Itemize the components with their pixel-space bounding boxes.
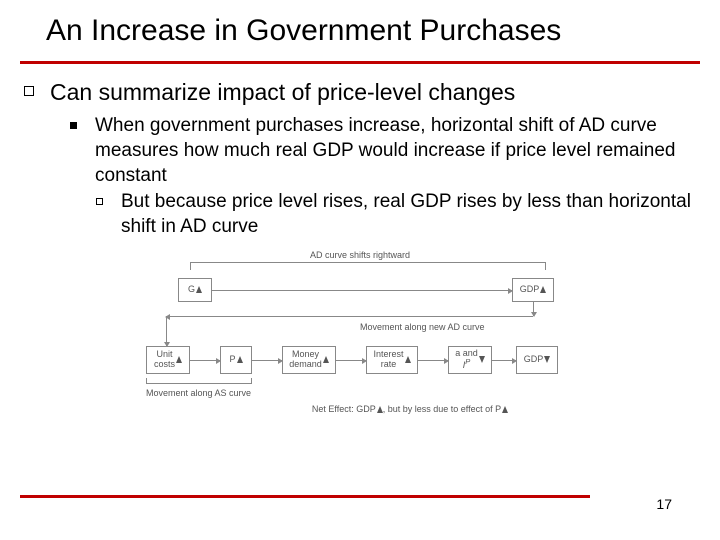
filled-square-icon (70, 122, 77, 129)
box-gdp: GDP (512, 278, 554, 302)
content-area: Can summarize impact of price-level chan… (0, 64, 720, 420)
arr-2 (252, 360, 282, 361)
brace-bottom-left (146, 378, 252, 384)
page-number: 17 (656, 496, 672, 512)
box-g-label: G (188, 285, 195, 294)
up-arrow-icon (176, 356, 182, 363)
box-unit-costs: Unitcosts (146, 346, 190, 374)
up-arrow-icon (502, 406, 508, 413)
bullet-l3-text: But because price level rises, real GDP … (121, 190, 696, 239)
brace-top (190, 262, 546, 270)
box-gdp-label: GDP (520, 285, 540, 294)
box-money-demand: Moneydemand (282, 346, 336, 374)
box-a-ip: a andIP (448, 346, 492, 374)
hollow-square-small-icon (96, 198, 103, 205)
up-arrow-icon (405, 356, 411, 363)
bullet-l1-text: Can summarize impact of price-level chan… (50, 78, 515, 107)
bullet-level-2: When government purchases increase, hori… (70, 114, 696, 188)
rate-l2: rate (381, 359, 397, 369)
net-prefix: Net Effect: GDP (312, 404, 376, 414)
arr-3 (336, 360, 366, 361)
diagram-mid-label: Movement along new AD curve (360, 322, 485, 332)
down-arrow-icon (544, 356, 550, 363)
box-gdp2-label: GDP (524, 355, 544, 364)
bullet-level-1: Can summarize impact of price-level chan… (24, 78, 696, 107)
footer-rule (20, 495, 590, 498)
diagram-bottom-left-label: Movement along AS curve (146, 388, 251, 398)
flow-diagram: AD curve shifts rightward G GDP Movement… (140, 250, 580, 420)
hollow-square-icon (24, 86, 34, 96)
up-arrow-icon (540, 286, 546, 293)
bullet-l2-text: When government purchases increase, hori… (95, 114, 696, 188)
up-arrow-icon (196, 286, 202, 293)
arr-4 (418, 360, 448, 361)
box-p-label: P (229, 355, 235, 364)
box-p: P (220, 346, 252, 374)
feedback-down-2 (166, 316, 167, 346)
arr-1 (190, 360, 220, 361)
down-arrow-icon (479, 356, 485, 363)
net-effect-label: Net Effect: GDP , but by less due to effe… (250, 404, 570, 414)
unit-l2: costs (154, 359, 175, 369)
money-l2: demand (289, 359, 322, 369)
slide-title: An Increase in Government Purchases (0, 0, 720, 57)
up-arrow-icon (237, 356, 243, 363)
net-suffix: , but by less due to effect of P (383, 404, 501, 414)
bullet-level-3: But because price level rises, real GDP … (96, 190, 696, 239)
arrow-g-to-gdp (212, 290, 512, 291)
box-interest-rate: Interestrate (366, 346, 418, 374)
diagram-top-label: AD curve shifts rightward (310, 250, 410, 260)
feedback-down (533, 302, 534, 316)
arr-5 (492, 360, 516, 361)
box-g: G (178, 278, 212, 302)
box-gdp-2: GDP (516, 346, 558, 374)
up-arrow-icon (323, 356, 329, 363)
feedback-left (166, 316, 533, 317)
